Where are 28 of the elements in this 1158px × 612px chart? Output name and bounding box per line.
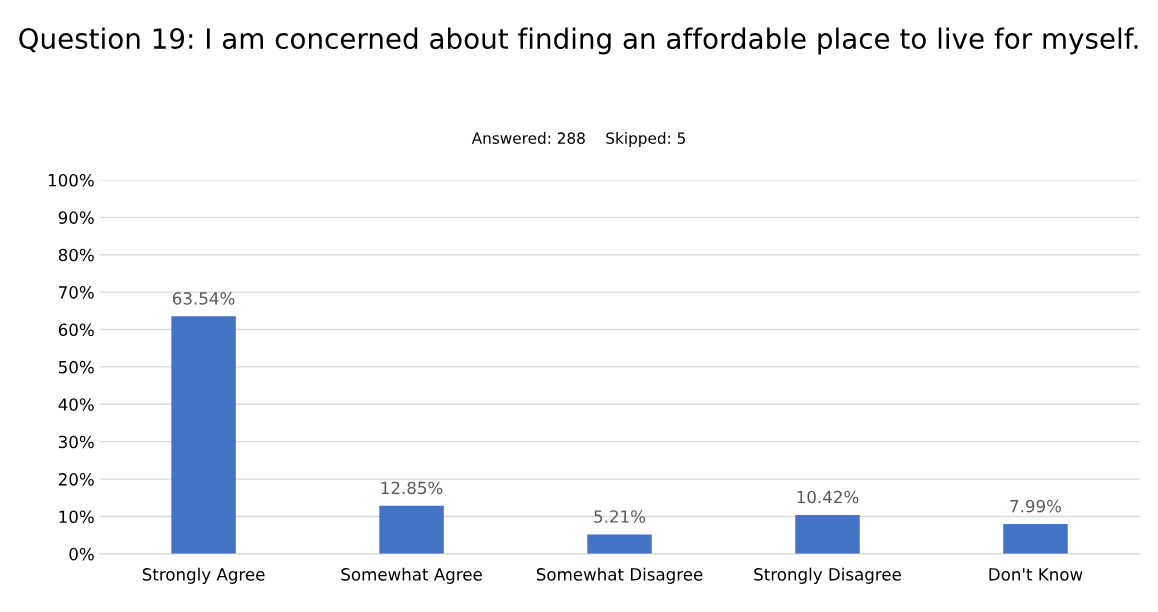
chart-subtitle: Answered: 288 Skipped: 5 [471, 132, 685, 147]
data-label: 63.54% [172, 292, 235, 305]
y-tick-label: 100% [48, 173, 94, 187]
bar [379, 505, 444, 554]
y-tick-label: 0% [69, 547, 94, 561]
y-tick-label: 50% [58, 360, 94, 374]
data-label: 7.99% [1010, 499, 1062, 513]
bar [795, 514, 860, 554]
data-label: 10.42% [797, 490, 859, 504]
y-tick-label: 20% [58, 473, 94, 486]
chart-title: Question 19: I am concerned about finding an affordable place to live for myself. [19, 27, 1138, 55]
x-tick-label: Strongly Disagree [754, 567, 901, 584]
y-tick-label: 80% [58, 248, 94, 262]
bar [171, 316, 236, 554]
x-tick-label: Somewhat Disagree [536, 567, 703, 584]
data-label: 12.85% [381, 481, 443, 495]
bar [587, 534, 652, 554]
y-tick-label: 70% [59, 286, 94, 299]
y-tick-label: 90% [58, 211, 94, 224]
y-tick-label: 40% [58, 398, 94, 411]
x-tick-label: Don't Know [989, 568, 1083, 581]
y-tick-label: 60% [58, 323, 94, 337]
y-tick-label: 30% [58, 435, 94, 449]
x-tick-label: Strongly Agree [142, 567, 265, 584]
y-tick-label: 10% [59, 510, 94, 524]
bar [1003, 523, 1068, 554]
data-label: 5.21% [594, 510, 646, 523]
x-tick-label: Somewhat Agree [341, 567, 482, 584]
